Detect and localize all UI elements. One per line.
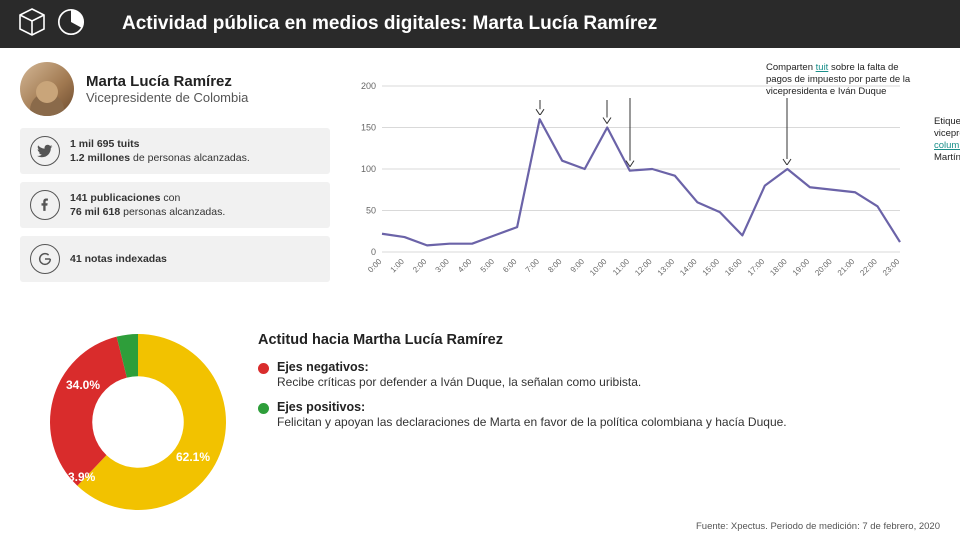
- axis-title: Ejes negativos:: [277, 360, 641, 374]
- page-title: Actividad pública en medios digitales: M…: [122, 13, 657, 35]
- svg-text:1:00: 1:00: [389, 257, 407, 275]
- svg-text:12:00: 12:00: [633, 257, 654, 278]
- bottom-row: 62.1% 34.0% 3.9% Actitud hacia Martha Lucí…: [0, 322, 960, 510]
- svg-text:3:00: 3:00: [434, 257, 452, 275]
- svg-text:19:00: 19:00: [791, 257, 812, 278]
- attitude-axes: Ejes negativos:Recibe críticas por defen…: [258, 360, 940, 430]
- annotation-link[interactable]: tuit: [816, 62, 829, 73]
- axis-title: Ejes positivos:: [277, 400, 787, 414]
- svg-text:4:00: 4:00: [456, 257, 474, 275]
- svg-text:23:00: 23:00: [881, 257, 902, 278]
- stat-text: 141 publicaciones con76 mil 618 personas…: [70, 191, 225, 219]
- svg-text:17:00: 17:00: [746, 257, 767, 278]
- donut-label: 3.9%: [68, 470, 95, 484]
- svg-text:10:00: 10:00: [588, 257, 609, 278]
- svg-text:200: 200: [361, 82, 376, 91]
- stat-row: 1 mil 695 tuits1.2 millones de personas …: [20, 128, 330, 174]
- twitter-icon: [30, 136, 60, 166]
- logo-row: [16, 6, 86, 43]
- svg-text:14:00: 14:00: [678, 257, 699, 278]
- header-bar: Actividad pública en medios digitales: M…: [0, 0, 960, 48]
- chart-annotation: Comparten tuit sobre la falta de pagos d…: [766, 62, 916, 98]
- right-column: 0 50 100 150 200 0:00 1:002:00 3:004:00 5:006:00…: [348, 62, 940, 322]
- svg-text:100: 100: [361, 164, 376, 174]
- profile: Marta Lucía Ramírez Vicepresidente de Co…: [20, 62, 330, 116]
- source-note: Fuente: Xpectus. Periodo de medición: 7 …: [696, 521, 940, 532]
- svg-text:22:00: 22:00: [858, 257, 879, 278]
- axis-desc: Recibe críticas por defender a Iván Duqu…: [277, 374, 641, 390]
- svg-text:20:00: 20:00: [813, 257, 834, 278]
- cube-icon: [16, 6, 48, 43]
- stat-text: 41 notas indexadas: [70, 252, 167, 266]
- svg-text:50: 50: [366, 206, 376, 216]
- left-column: Marta Lucía Ramírez Vicepresidente de Co…: [20, 62, 330, 322]
- pie-icon: [56, 7, 86, 42]
- donut-label: 62.1%: [176, 450, 210, 464]
- svg-text:6:00: 6:00: [501, 257, 519, 275]
- svg-text:0: 0: [371, 247, 376, 257]
- profile-name: Marta Lucía Ramírez: [86, 73, 248, 90]
- attitude-axis: Ejes negativos:Recibe críticas por defen…: [258, 360, 940, 390]
- donut-chart: [28, 330, 248, 514]
- svg-text:150: 150: [361, 123, 376, 133]
- svg-text:8:00: 8:00: [546, 257, 564, 275]
- attitude-axis: Ejes positivos:Felicitan y apoyan las de…: [258, 400, 940, 430]
- attitude-block: Actitud hacia Martha Lucía Ramírez Ejes …: [258, 330, 940, 440]
- axis-desc: Felicitan y apoyan las declaraciones de …: [277, 414, 787, 430]
- donut-area: 62.1% 34.0% 3.9%: [28, 330, 238, 510]
- svg-text:15:00: 15:00: [701, 257, 722, 278]
- svg-text:0:00: 0:00: [366, 257, 384, 275]
- svg-text:5:00: 5:00: [479, 257, 497, 275]
- chart-annotation: Etiquetan a la vicepresidenta en una col…: [934, 116, 960, 164]
- attitude-title: Actitud hacia Martha Lucía Ramírez: [258, 332, 940, 348]
- profile-role: Vicepresidente de Colombia: [86, 90, 248, 105]
- stat-text: 1 mil 695 tuits1.2 millones de personas …: [70, 137, 250, 165]
- svg-text:11:00: 11:00: [611, 257, 631, 277]
- svg-text:9:00: 9:00: [569, 257, 587, 275]
- annotation-link[interactable]: columna: [934, 140, 960, 151]
- stat-row: 41 notas indexadas: [20, 236, 330, 282]
- main-content: Marta Lucía Ramírez Vicepresidente de Co…: [0, 48, 960, 322]
- svg-text:13:00: 13:00: [656, 257, 677, 278]
- stat-row: 141 publicaciones con76 mil 618 personas…: [20, 182, 330, 228]
- axis-dot: [258, 363, 269, 374]
- axis-dot: [258, 403, 269, 414]
- google-icon: [30, 244, 60, 274]
- svg-text:2:00: 2:00: [411, 257, 429, 275]
- svg-text:16:00: 16:00: [723, 257, 744, 278]
- avatar: [20, 62, 74, 116]
- donut-label: 34.0%: [66, 378, 100, 392]
- svg-text:21:00: 21:00: [836, 257, 857, 278]
- facebook-icon: [30, 190, 60, 220]
- stats-list: 1 mil 695 tuits1.2 millones de personas …: [20, 128, 330, 282]
- svg-text:7:00: 7:00: [524, 257, 542, 275]
- line-chart-area: 0 50 100 150 200 0:00 1:002:00 3:004:00 5:006:00…: [348, 62, 940, 322]
- svg-text:18:00: 18:00: [768, 257, 789, 278]
